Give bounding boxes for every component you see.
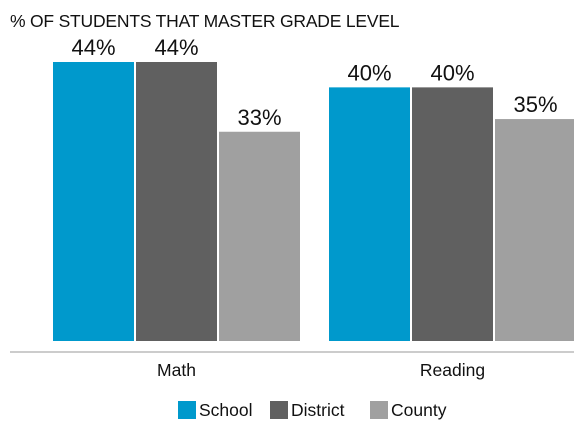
legend-swatch-district — [270, 401, 288, 419]
category-label-math: Math — [157, 360, 196, 380]
bar-math-county — [219, 131, 300, 341]
chart-title: % OF STUDENTS THAT MASTER GRADE LEVEL — [10, 11, 400, 31]
data-label-reading-district: 40% — [430, 60, 474, 85]
data-label-math-county: 33% — [237, 105, 281, 130]
legend-label-county: County — [391, 400, 447, 420]
legend-swatch-school — [178, 401, 196, 419]
bar-reading-county — [495, 119, 574, 342]
data-label-math-school: 44% — [71, 35, 115, 60]
legend: School District County — [178, 400, 447, 420]
data-label-math-district: 44% — [154, 35, 198, 60]
data-label-reading-county: 35% — [513, 92, 557, 117]
category-label-reading: Reading — [420, 360, 485, 380]
legend-label-school: School — [199, 400, 253, 420]
bar-math-district — [136, 62, 217, 341]
bar-reading-school — [329, 87, 410, 341]
data-labels-group: 44% 44% 33% 40% 40% 35% — [71, 35, 557, 130]
bar-math-school — [53, 62, 134, 341]
category-labels-group: Math Reading — [157, 360, 485, 380]
legend-swatch-county — [370, 401, 388, 419]
bar-reading-district — [412, 87, 493, 341]
data-label-reading-school: 40% — [347, 60, 391, 85]
legend-label-district: District — [291, 400, 345, 420]
bars-group — [53, 62, 574, 342]
